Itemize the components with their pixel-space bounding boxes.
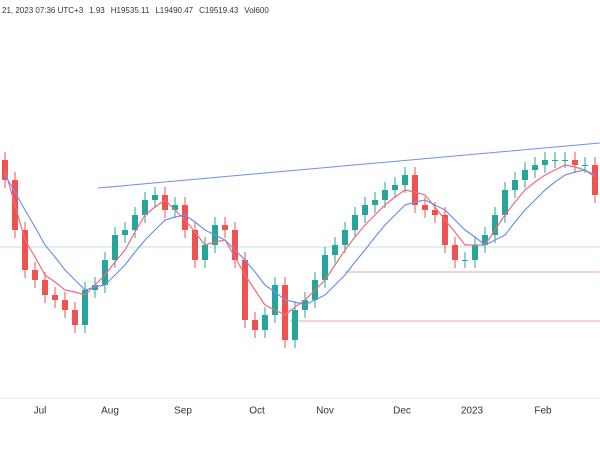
candle-body xyxy=(42,280,48,295)
candle-body xyxy=(52,295,58,300)
candle-body xyxy=(552,160,558,161)
candle-body xyxy=(32,270,38,280)
candle-body xyxy=(72,310,78,325)
candle-body xyxy=(422,205,428,210)
header-text: Vol600 xyxy=(244,6,269,15)
candle-body xyxy=(332,245,338,255)
candle-body xyxy=(322,255,328,280)
candle-body xyxy=(262,315,268,330)
x-tick-label: Sep xyxy=(174,406,192,417)
candle-body xyxy=(342,230,348,245)
candle-body xyxy=(152,195,158,200)
header-text: C19519.43 xyxy=(199,6,239,15)
x-tick-label: 2023 xyxy=(461,406,484,417)
candle-body xyxy=(512,180,518,190)
x-tick-label: Aug xyxy=(101,406,119,417)
candle-body xyxy=(412,175,418,205)
moving-average xyxy=(4,169,596,306)
candle-body xyxy=(122,230,128,235)
candle-body xyxy=(292,310,298,340)
candle-body xyxy=(242,260,248,320)
candle-body xyxy=(362,205,368,215)
candle-body xyxy=(272,285,278,315)
candle-body xyxy=(392,185,398,190)
candle-body xyxy=(182,205,188,230)
candle-body xyxy=(202,245,208,260)
candle-body xyxy=(252,320,258,330)
candle-body xyxy=(402,175,408,185)
candle-body xyxy=(442,215,448,245)
candle-body xyxy=(462,260,468,261)
candle-body xyxy=(102,260,108,285)
header-text: 21, 2023 07:36 UTC+3 xyxy=(2,6,84,15)
header-text: H19535.11 xyxy=(111,6,150,15)
candle-body xyxy=(232,230,238,260)
candle-body xyxy=(532,165,538,170)
x-tick-label: Nov xyxy=(316,406,334,417)
candle-body xyxy=(382,190,388,200)
candle-body xyxy=(472,245,478,260)
candle-body xyxy=(282,285,288,340)
x-tick-label: Oct xyxy=(249,406,265,417)
candle-body xyxy=(572,160,578,165)
candle-body xyxy=(142,200,148,215)
candle-body xyxy=(22,230,28,270)
candle-body xyxy=(112,235,118,260)
candle-body xyxy=(542,160,548,165)
x-tick-label: Dec xyxy=(393,406,411,417)
x-tick-label: Feb xyxy=(534,406,552,417)
candle-body xyxy=(372,200,378,205)
candle-body xyxy=(172,205,178,210)
candle-body xyxy=(352,215,358,230)
candle-body xyxy=(502,190,508,215)
candle-body xyxy=(522,170,528,180)
candle-body xyxy=(452,245,458,260)
trend-line xyxy=(97,142,600,189)
candle-body xyxy=(132,215,138,230)
header-text: L19490.47 xyxy=(155,6,193,15)
candle-body xyxy=(82,290,88,325)
candle-body xyxy=(482,235,488,245)
x-tick-label: Jul xyxy=(34,406,47,417)
candle-body xyxy=(562,160,568,161)
candle-body xyxy=(222,225,228,230)
candle-body xyxy=(492,215,498,235)
candle-body xyxy=(592,165,598,195)
candle-body xyxy=(582,165,588,166)
candle-body xyxy=(192,230,198,260)
header-text: 1.93 xyxy=(89,6,105,15)
candle-body xyxy=(432,210,438,215)
candle-body xyxy=(162,195,168,210)
candle-body xyxy=(62,300,68,310)
